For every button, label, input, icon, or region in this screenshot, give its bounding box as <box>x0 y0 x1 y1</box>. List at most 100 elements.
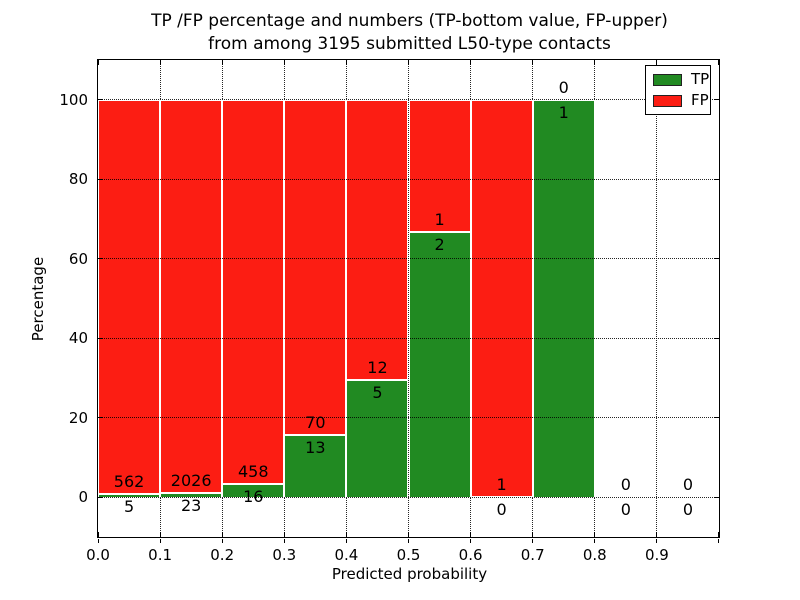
y-tick-mark <box>98 99 103 101</box>
x-tick-mark <box>221 532 223 537</box>
y-tick-label: 80 <box>68 170 88 189</box>
x-tick-mark <box>656 532 658 537</box>
fp-count-label: 1 <box>496 475 507 495</box>
x-tick-mark <box>97 538 99 543</box>
gridline-horizontal <box>98 496 719 498</box>
x-tick-mark <box>408 60 409 65</box>
x-tick-mark <box>283 60 285 65</box>
fp-count-label: 2026 <box>170 470 212 490</box>
bar-segment-fp <box>284 99 347 435</box>
x-tick-label: 0.5 <box>396 546 421 564</box>
y-tick-mark <box>714 417 719 419</box>
x-tick-label: 0.7 <box>520 546 545 564</box>
x-tick-label: 0.3 <box>272 546 297 564</box>
tp-count-label: 1 <box>558 102 569 122</box>
tp-count-label: 0 <box>682 500 694 520</box>
x-tick-label: 0.1 <box>148 546 173 564</box>
x-tick-label: 0.4 <box>334 546 359 564</box>
x-tick-mark <box>159 60 161 65</box>
x-tick-mark <box>717 532 719 537</box>
fp-count-label: 1 <box>434 210 445 230</box>
y-axis-label: Percentage <box>29 256 47 342</box>
x-tick-label: 0.6 <box>458 546 483 564</box>
gridline-vertical <box>656 60 658 537</box>
x-tick-mark <box>594 532 596 537</box>
fp-count-label: 0 <box>620 475 631 495</box>
x-tick-mark <box>345 60 347 65</box>
bar-segment-fp <box>160 99 223 493</box>
x-tick-mark <box>345 538 347 543</box>
y-tick-label: 100 <box>59 90 88 109</box>
fp-count-label: 562 <box>113 471 145 491</box>
y-tick-label: 60 <box>68 249 88 268</box>
x-tick-mark <box>408 532 409 537</box>
x-tick-mark <box>656 538 658 543</box>
gridline-horizontal <box>98 417 719 419</box>
gridline-horizontal <box>98 99 719 101</box>
bar-segment-tp <box>98 493 161 498</box>
fp-count-label: 70 <box>305 412 326 432</box>
x-tick-mark <box>408 538 409 543</box>
fp-count-label: 0 <box>558 77 569 97</box>
chart-title-line1: TP /FP percentage and numbers (TP-bottom… <box>151 11 668 31</box>
y-tick-mark <box>98 496 103 498</box>
tp-count-label: 0 <box>496 500 507 520</box>
x-tick-mark <box>717 60 719 65</box>
bar-segment-tp <box>284 434 347 498</box>
x-tick-label: 0.0 <box>86 546 110 564</box>
legend-swatch-fp <box>653 94 682 107</box>
chart-title: TP /FP percentage and numbers (TP-bottom… <box>99 10 720 56</box>
plot-area: TP FP 562 5 2026 23 458 16 70 13 12 5 1 2 1 0 0 1 0 0 0 0 0.0… <box>59 59 720 564</box>
y-tick-mark <box>98 178 103 180</box>
y-tick-label: 20 <box>68 408 88 427</box>
gridline-horizontal <box>98 258 719 260</box>
tp-count-label: 16 <box>243 486 264 506</box>
x-tick-mark <box>532 532 534 537</box>
y-tick-mark <box>98 337 103 339</box>
bar-segment-fp <box>222 99 285 484</box>
bar-segment-fp <box>98 99 161 494</box>
bar-segment-tp <box>408 232 471 498</box>
x-tick-mark <box>656 60 658 65</box>
x-tick-label: 0.8 <box>582 546 607 564</box>
y-tick-mark <box>714 178 719 180</box>
bar-segment-fp <box>408 99 471 233</box>
x-tick-label: 0.2 <box>210 546 235 564</box>
x-tick-mark <box>283 532 285 537</box>
x-tick-mark <box>221 60 223 65</box>
bar-segment-tp <box>346 380 409 498</box>
x-tick-mark <box>159 538 161 543</box>
legend-box: TP FP <box>645 65 711 115</box>
tp-count-label: 2 <box>434 235 445 255</box>
tp-count-label: 5 <box>372 383 383 403</box>
tp-count-label: 13 <box>305 437 326 457</box>
x-tick-mark <box>470 532 472 537</box>
x-tick-mark <box>221 538 223 543</box>
x-tick-mark <box>532 60 534 65</box>
y-tick-label: 40 <box>68 329 88 348</box>
y-tick-mark <box>714 337 719 339</box>
x-tick-label: 0.9 <box>644 546 669 564</box>
y-tick-label: 0 <box>78 488 88 507</box>
gridline-horizontal <box>98 337 719 339</box>
x-tick-mark <box>532 538 534 543</box>
tp-count-label: 5 <box>123 496 135 516</box>
legend-swatch-tp <box>653 73 682 86</box>
bar-segment-tp <box>222 483 285 498</box>
x-tick-mark <box>159 532 161 537</box>
gridline-horizontal <box>98 178 719 180</box>
y-tick-mark <box>98 417 103 419</box>
legend-item-tp: TP <box>653 72 709 87</box>
fp-count-label: 0 <box>682 475 694 495</box>
x-tick-mark <box>97 532 99 537</box>
x-tick-mark <box>594 60 596 65</box>
x-tick-mark <box>717 538 719 543</box>
x-tick-mark <box>470 538 472 543</box>
x-axis-label: Predicted probability <box>331 565 488 583</box>
x-tick-mark <box>470 60 472 65</box>
legend-label-tp: TP <box>691 70 710 88</box>
x-tick-mark <box>283 538 285 543</box>
bar-segment-tp <box>160 492 223 498</box>
y-tick-mark <box>714 258 719 260</box>
